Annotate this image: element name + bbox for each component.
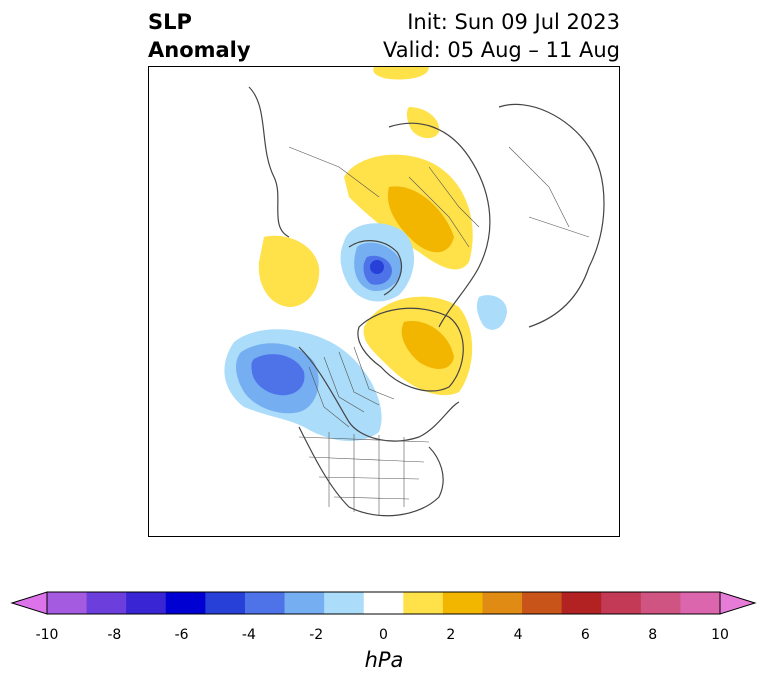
negative-anomaly-gulf-of-alaska (224, 329, 382, 442)
colorbar-bin (205, 592, 246, 614)
coastlines (248, 86, 605, 517)
negative-anomaly-labrador (476, 295, 507, 330)
colorbar-tick-label: -6 (174, 627, 189, 643)
political-borders (288, 146, 590, 515)
positive-anomaly-north (373, 67, 429, 80)
colorbar-unit-label: hPa (364, 648, 404, 672)
colorbar-bin (601, 592, 642, 614)
init-time: Init: Sun 09 Jul 2023 (407, 10, 620, 34)
title-line-2: Anomaly (148, 38, 251, 62)
anomaly-map (148, 66, 620, 537)
colorbar-extend-high (720, 592, 755, 614)
colorbar-bin (640, 592, 681, 614)
colorbar-bin (561, 592, 602, 614)
colorbar-tick-label: 6 (580, 627, 590, 643)
colorbar-bin (86, 592, 127, 614)
positive-anomaly-east-asia (258, 235, 320, 307)
map-title: SLP Anomaly (148, 8, 251, 64)
colorbar-extend-low (12, 592, 47, 614)
title-line-1: SLP (148, 10, 192, 34)
colorbar-bin (442, 592, 483, 614)
colorbar-bin (680, 592, 721, 614)
colorbar-bin (244, 592, 286, 614)
colorbar-bin (284, 592, 325, 614)
positive-anomaly-kola (406, 107, 440, 139)
colorbar-tick-label: -10 (35, 627, 59, 643)
colorbar-bin (324, 592, 365, 614)
colorbar-tick-label: -2 (309, 627, 324, 643)
colorbar-tick-label: 8 (648, 627, 658, 643)
positive-anomaly-scandinavia-russia (344, 154, 473, 270)
negative-anomaly-siberia-pole (340, 223, 415, 302)
colorbar-bin (363, 592, 404, 614)
colorbar-bin (126, 592, 167, 614)
colorbar-tick-label: -8 (107, 627, 122, 643)
valid-range: Valid: 05 Aug – 11 Aug (382, 38, 620, 62)
colorbar-bin (165, 592, 206, 614)
colorbar-bin (482, 592, 523, 614)
colorbar-tick-label: 0 (379, 627, 388, 643)
colorbar-bin (47, 592, 88, 614)
positive-anomaly-greenland (363, 296, 473, 396)
map-canvas (224, 67, 605, 517)
colorbar-bin (403, 592, 444, 614)
colorbar-tick-label: 2 (446, 627, 456, 643)
run-info: Init: Sun 09 Jul 2023 Valid: 05 Aug – 11… (383, 8, 620, 64)
colorbar-tick-label: -4 (241, 627, 256, 643)
colorbar-tick-label: 4 (513, 627, 523, 643)
colorbar-tick-label: 10 (711, 627, 729, 643)
colorbar-bin (522, 592, 563, 614)
colorbar (10, 591, 757, 615)
